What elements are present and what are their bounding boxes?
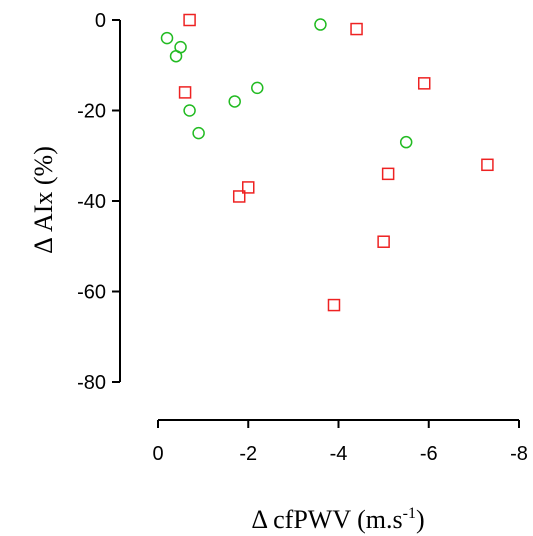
data-point-square: [178, 86, 192, 99]
data-point-circle: [251, 81, 264, 95]
x-axis-label-main: Δ cfPWV (m.s: [251, 505, 402, 534]
y-tick-label: 0: [95, 10, 106, 32]
y-tick-label: -20: [77, 101, 106, 123]
x-tick-label: -6: [420, 443, 438, 465]
x-axis-label-suffix: ): [416, 505, 425, 534]
x-tick-label: -8: [510, 443, 528, 465]
data-point-square: [183, 13, 196, 27]
data-point-square: [232, 190, 246, 203]
data-points: [160, 13, 494, 312]
y-ticks: 0 -20 -40 -60 -80: [77, 10, 120, 394]
y-axis-label: Δ AIx (%): [29, 146, 58, 254]
data-point-circle: [399, 135, 413, 149]
data-point-square: [417, 77, 431, 90]
data-point-circle: [192, 126, 205, 140]
data-point-square: [327, 298, 341, 312]
y-tick-label: -60: [77, 282, 106, 304]
x-axis-label: Δ cfPWV (m.s-1): [251, 505, 424, 534]
data-point-square: [242, 181, 255, 194]
data-point-square: [377, 235, 390, 248]
data-point-square: [481, 158, 494, 172]
data-point-circle: [228, 95, 241, 108]
y-tick-label: -80: [77, 372, 106, 394]
data-point-circle: [160, 31, 174, 45]
y-tick-label: -40: [77, 191, 106, 213]
x-tick-label: -4: [330, 443, 348, 465]
data-point-circle: [314, 18, 327, 31]
x-tick-label: -2: [239, 443, 257, 465]
data-point-circle: [169, 49, 183, 63]
axes: [119, 20, 519, 421]
x-tick-label: 0: [152, 443, 163, 465]
x-axis-label-superscript: -1: [403, 505, 416, 522]
data-point-circle: [183, 104, 196, 117]
data-point-square: [350, 22, 363, 36]
data-point-square: [381, 167, 395, 181]
x-ticks: 0 -2 -4 -6 -8: [152, 420, 528, 465]
